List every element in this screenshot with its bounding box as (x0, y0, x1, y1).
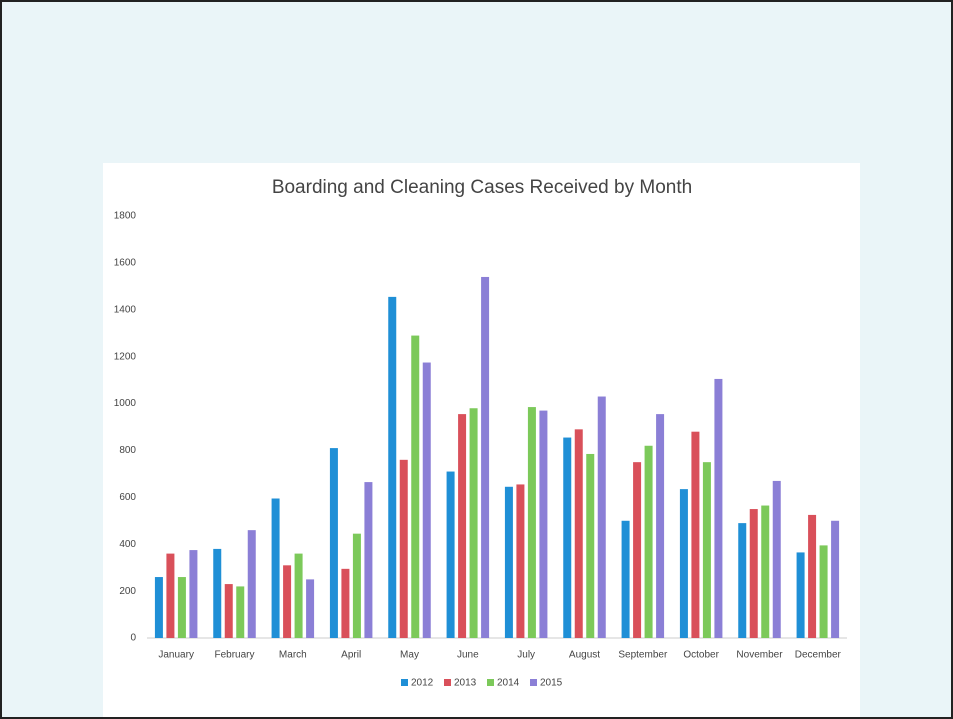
bar (761, 505, 770, 638)
x-tick-label: June (457, 650, 479, 661)
legend-label: 2012 (411, 678, 434, 689)
x-tick-label: July (517, 650, 535, 661)
bar (644, 445, 653, 638)
bar (574, 429, 583, 638)
bar (422, 362, 431, 638)
y-tick-label: 600 (119, 492, 136, 503)
bar (481, 276, 490, 638)
bar (294, 553, 303, 638)
bar (364, 482, 373, 638)
legend-label: 2013 (454, 678, 477, 689)
bar (539, 410, 548, 638)
legend-swatch (444, 679, 451, 686)
bar (458, 414, 467, 638)
bar (831, 520, 840, 638)
legend-label: 2015 (540, 678, 563, 689)
y-tick-label: 400 (119, 539, 136, 550)
y-tick-label: 0 (130, 633, 136, 644)
bar (504, 486, 513, 638)
bar (213, 548, 222, 638)
bar (656, 414, 665, 638)
y-tick-label: 1400 (114, 304, 137, 315)
bar (271, 498, 280, 638)
bar (621, 520, 630, 638)
bar (738, 523, 747, 638)
bar (702, 462, 711, 638)
x-tick-label: October (683, 650, 719, 661)
x-tick-label: May (400, 650, 419, 661)
legend-label: 2014 (497, 678, 520, 689)
x-tick-label: August (569, 650, 600, 661)
bar (247, 530, 256, 638)
x-tick-label: March (279, 650, 307, 661)
bar (283, 565, 292, 638)
y-tick-label: 1000 (114, 398, 137, 409)
y-tick-label: 1200 (114, 351, 137, 362)
legend-swatch (401, 679, 408, 686)
bar (563, 437, 572, 638)
y-tick-label: 1600 (114, 258, 137, 269)
legend-swatch (487, 679, 494, 686)
bar (679, 489, 688, 638)
bar (388, 296, 397, 638)
bar (189, 550, 198, 638)
bar (749, 509, 758, 638)
x-tick-label: November (736, 650, 783, 661)
x-tick-label: December (795, 650, 842, 661)
legend-swatch (530, 679, 537, 686)
bar (516, 484, 525, 638)
bar (177, 577, 186, 638)
bar (633, 462, 642, 638)
y-tick-label: 800 (119, 445, 136, 456)
bar (236, 586, 245, 638)
bar (597, 396, 606, 638)
bar (154, 577, 163, 638)
y-tick-label: 1800 (114, 211, 137, 222)
x-tick-label: September (618, 650, 668, 661)
bar (166, 553, 175, 638)
bar (586, 453, 595, 638)
x-tick-label: February (214, 650, 254, 661)
y-tick-label: 200 (119, 586, 136, 597)
bar (352, 533, 361, 638)
bar (341, 568, 350, 638)
x-tick-label: January (158, 650, 194, 661)
bar (527, 407, 536, 638)
chart-title: Boarding and Cleaning Cases Received by … (272, 177, 692, 198)
bar (306, 579, 315, 638)
bar (329, 448, 338, 638)
bar (691, 431, 700, 638)
bar (224, 584, 233, 638)
bar (808, 514, 817, 638)
bar (714, 378, 723, 638)
bar (446, 471, 455, 638)
bar (772, 480, 781, 638)
bar (819, 545, 828, 638)
x-tick-label: April (341, 650, 361, 661)
bar (469, 408, 478, 638)
bar (411, 335, 420, 638)
bar (796, 552, 805, 638)
bar (399, 459, 408, 638)
